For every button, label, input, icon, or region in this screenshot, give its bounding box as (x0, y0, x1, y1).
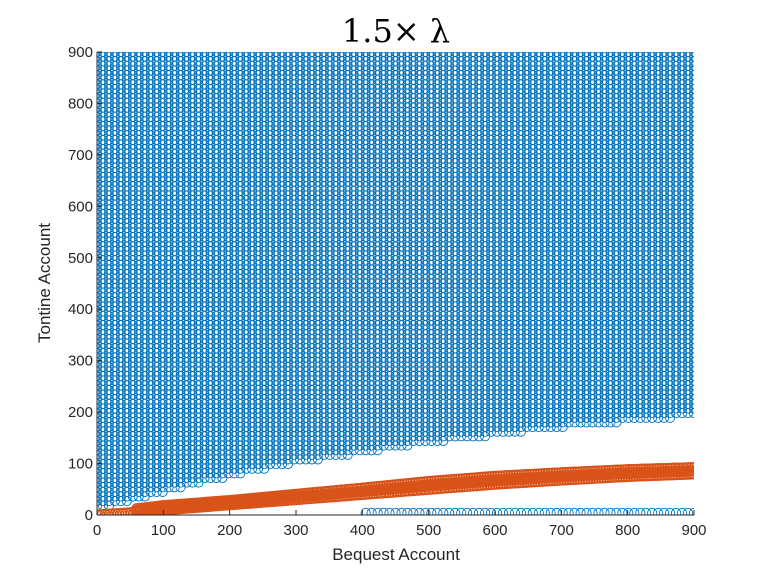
chart-title-text: 1.5× λ (342, 12, 450, 50)
chart-title: 1.5× λ (342, 12, 450, 50)
blue-scatter-series (92, 47, 698, 517)
